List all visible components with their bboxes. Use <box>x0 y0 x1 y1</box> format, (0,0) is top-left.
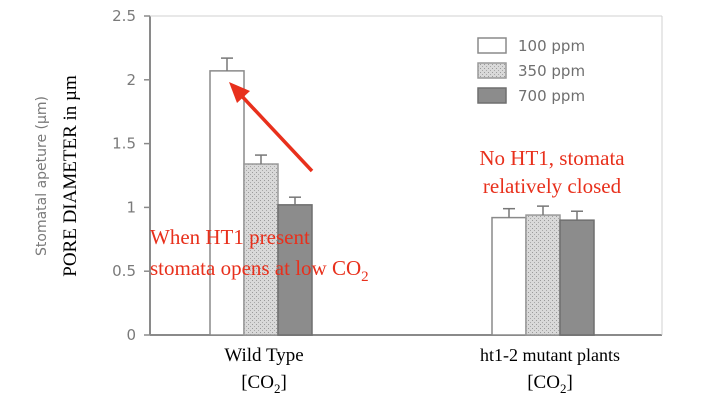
annotation-wild-type-line1: When HT1 present <box>150 225 310 249</box>
bar <box>559 219 595 336</box>
category-sublabel-wild-type: [CO2] <box>241 372 287 396</box>
annotation-arrow <box>236 90 314 173</box>
annotation-wild-type-line2: stomata opens at low CO2 <box>150 256 369 285</box>
annotation-mutant-line1: No HT1, stomata <box>479 146 625 170</box>
bar <box>243 163 279 336</box>
bar <box>491 216 527 336</box>
y-tick-label: 0.5 <box>112 262 136 280</box>
category-sublabel-ht1-2-mutant: [CO2] <box>527 372 573 396</box>
y-tick-label: 1 <box>126 198 136 216</box>
annotation-arrowhead <box>229 82 250 103</box>
legend-label: 350 ppm <box>518 62 585 80</box>
y-tick-label: 0 <box>126 326 136 344</box>
y-axis-label-original: Stomatal apeture (µm) <box>34 96 50 256</box>
annotation-mutant-line2: relatively closed <box>483 174 622 198</box>
category-label-wild-type: Wild Type <box>224 345 303 366</box>
category-label-ht1-2-mutant: ht1-2 mutant plants <box>480 345 620 365</box>
y-tick-label: 1.5 <box>112 135 136 153</box>
y-tick-label: 2.5 <box>112 7 136 25</box>
y-axis-label-pore-diameter: PORE DIAMETER in µm <box>60 75 81 277</box>
bar <box>209 70 245 336</box>
legend-label: 100 ppm <box>518 37 585 55</box>
legend-label: 700 ppm <box>518 87 585 105</box>
legend-swatch <box>477 62 507 79</box>
legend-swatch <box>477 87 507 104</box>
y-tick-label: 2 <box>126 71 136 89</box>
bar <box>525 214 561 336</box>
legend-swatch <box>477 37 507 54</box>
